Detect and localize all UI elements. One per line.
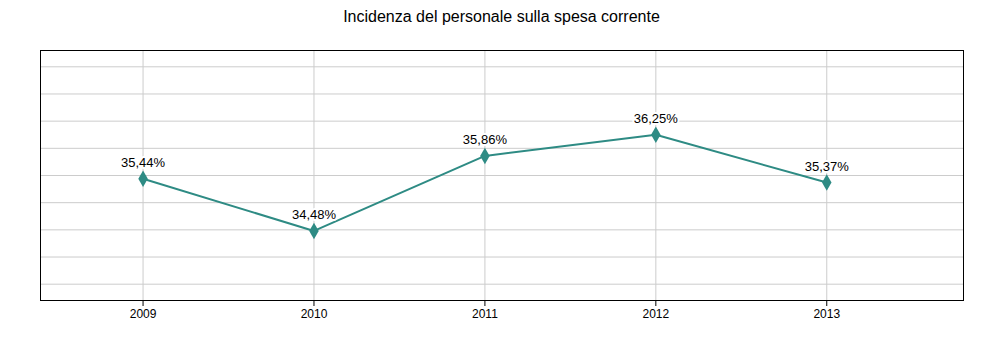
svg-text:2012: 2012 bbox=[642, 307, 669, 321]
svg-text:2011: 2011 bbox=[472, 307, 498, 321]
html-text:Incidenza del personale sulla: Incidenza del personale sulla spesa corr… bbox=[343, 8, 660, 25]
svg-text:35,86%: 35,86% bbox=[463, 132, 508, 147]
svg-text:2009: 2009 bbox=[130, 307, 157, 321]
svg-text:35,37%: 35,37% bbox=[805, 159, 850, 174]
svg-text:36,25%: 36,25% bbox=[634, 111, 679, 126]
svg-text:34,48%: 34,48% bbox=[292, 207, 337, 222]
svg-text:2013: 2013 bbox=[813, 307, 840, 321]
svg-text:2010: 2010 bbox=[301, 307, 328, 321]
svg-text:35,44%: 35,44% bbox=[121, 155, 166, 170]
